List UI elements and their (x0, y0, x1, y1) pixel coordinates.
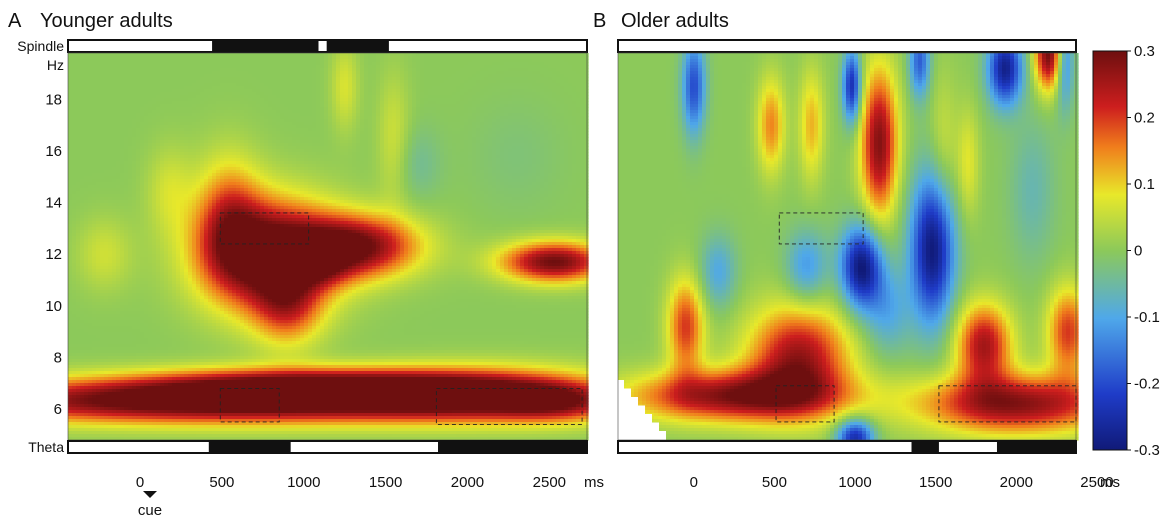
spindle-label: Spindle (17, 38, 64, 54)
spindle-significance-segment (327, 40, 389, 52)
panel-a-title: Younger adults (40, 10, 173, 32)
panel-a-letter: A (8, 10, 22, 32)
spindle-significance-segment (212, 40, 318, 52)
hz-label: Hz (47, 57, 64, 73)
panel-a-heatmap (68, 53, 589, 441)
theta-label: Theta (28, 439, 64, 455)
panel-a: A Younger adults Spindle Hz Theta 681012… (8, 10, 604, 517)
